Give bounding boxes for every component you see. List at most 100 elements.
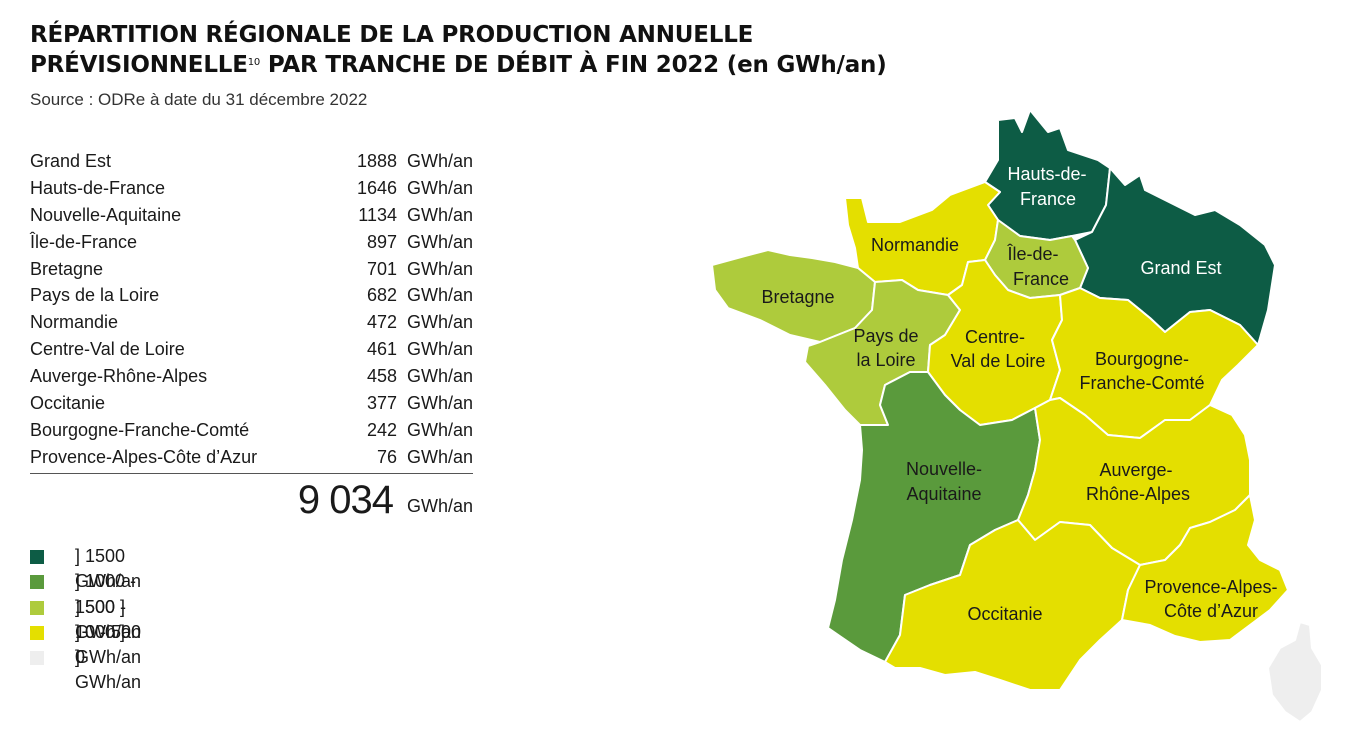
region-name: Île-de-France: [30, 231, 138, 252]
region-name: Centre-Val de Loire: [30, 339, 185, 360]
map-label-line: Bourgogne-: [1095, 349, 1189, 369]
region-name: Nouvelle-Aquitaine: [30, 204, 182, 225]
map-label-ile-de-france: Île-de- France: [1006, 244, 1069, 289]
legend-swatch: [30, 651, 44, 666]
map-label-centre-val-de-loire: Centre- Val de Loire: [951, 327, 1046, 371]
region-name: Pays de la Loire: [30, 285, 160, 306]
title-line2b: PAR TRANCHE DE DÉBIT À FIN 2022 (en GWh/…: [260, 52, 887, 78]
map-label-auvergne-rhone-alpes: Auverge- Rhône-Alpes: [1086, 460, 1190, 504]
table-row: Centre-Val de Loire 461 GWh/an: [30, 336, 473, 363]
unit-label: GWh/an: [406, 446, 473, 467]
region-value: 1134: [358, 204, 397, 225]
unit-label: GWh/an: [406, 419, 473, 440]
table-row: Hauts-de-France 1646 GWh/an: [30, 175, 473, 202]
total-unit: GWh/an: [406, 496, 473, 516]
title-line2a: PRÉVISIONNELLE: [30, 52, 248, 78]
table-row: Nouvelle-Aquitaine 1134 GWh/an: [30, 202, 473, 229]
legend-swatch: [30, 600, 44, 615]
map-label-grand-est: Grand Est: [1140, 258, 1221, 278]
map-label-line: France: [1020, 189, 1076, 209]
region-name: Provence-Alpes-Côte d’Azur: [30, 446, 258, 467]
unit-label: GWh/an: [406, 177, 473, 198]
legend-label: ] 1000 - 1500 ] GWh/an: [75, 571, 142, 642]
total-divider: [30, 473, 473, 474]
region-corse: [1267, 621, 1323, 723]
production-table: Grand Est 1888 GWh/an Hauts-de-France 1646 G…: [30, 148, 473, 471]
region-value: 377: [366, 393, 397, 414]
map-label-line: la Loire: [856, 350, 915, 370]
map-label-line: Aquitaine: [906, 484, 981, 504]
unit-label: GWh/an: [406, 285, 473, 306]
table-row: Pays de la Loire 682 GWh/an: [30, 282, 473, 309]
unit-label: GWh/an: [406, 366, 473, 387]
map-label-line: Côte d’Azur: [1164, 601, 1258, 621]
map-label-line: Centre-: [965, 327, 1025, 347]
table-row: Occitanie 377 GWh/an: [30, 390, 473, 417]
page-title: RÉPARTITION RÉGIONALE DE LA PRODUCTION A…: [30, 20, 887, 80]
region-value: 701: [366, 258, 397, 279]
map-label-line: Hauts-de-: [1007, 164, 1086, 184]
table-row: Grand Est 1888 GWh/an: [30, 148, 473, 175]
region-value: 1888: [356, 151, 397, 171]
map-label-pays-de-la-loire: Pays de la Loire: [853, 326, 918, 370]
region-value: 461: [366, 339, 397, 360]
map-label-line: Auverge-: [1099, 460, 1172, 480]
unit-label: GWh/an: [406, 204, 473, 225]
region-value: 76: [376, 446, 397, 467]
legend-label: 0: [75, 647, 86, 668]
map-label-line: Île-de-: [1006, 244, 1058, 264]
map-label-line: France: [1013, 269, 1069, 289]
source-note: Source : ODRe à date du 31 décembre 2022: [30, 90, 368, 109]
region-name: Grand Est: [30, 151, 112, 171]
map-label-hauts-de-france: Hauts-de- France: [1007, 164, 1086, 209]
region-value: 897: [366, 231, 397, 252]
region-value: 1646: [356, 177, 397, 198]
region-value: 682: [366, 285, 397, 306]
unit-label: GWh/an: [406, 312, 473, 333]
region-name: Normandie: [30, 312, 119, 333]
map-label-line: Provence-Alpes-: [1144, 577, 1277, 597]
total-row: 9 034 GWh/an: [30, 478, 473, 528]
map-label-normandie: Normandie: [871, 235, 959, 255]
region-value: 458: [366, 366, 397, 387]
region-bourgogne-franche-comte: [1049, 287, 1259, 439]
unit-label: GWh/an: [406, 258, 473, 279]
unit-label: GWh/an: [406, 393, 473, 414]
total-value: 9 034: [297, 478, 394, 522]
unit-label: GWh/an: [406, 339, 473, 360]
table-row: Auverge-Rhône-Alpes 458 GWh/an: [30, 363, 473, 390]
map-label-line: Rhône-Alpes: [1086, 484, 1190, 504]
map-labels: Hauts-de- France Grand Est Normandie Île-…: [761, 164, 1277, 624]
title-line1: RÉPARTITION RÉGIONALE DE LA PRODUCTION A…: [30, 22, 754, 48]
map-label-provence-alpes-cote-dazur: Provence-Alpes- Côte d’Azur: [1144, 577, 1277, 621]
map-label-bourgogne-franche-comte: Bourgogne- Franche-Comté: [1079, 349, 1204, 393]
table-row: Bretagne 701 GWh/an: [30, 256, 473, 283]
legend-label: ] 500 - 1000 ] GWh/an: [75, 596, 142, 668]
legend-label: ] 0 - 500 ] GWh/an: [75, 621, 142, 693]
region-value: 472: [366, 312, 397, 333]
table-row: Provence-Alpes-Côte d’Azur 76 GWh/an: [30, 444, 473, 471]
map-label-nouvelle-aquitaine: Nouvelle- Aquitaine: [906, 459, 982, 504]
region-value: 242: [366, 419, 397, 440]
region-occitanie: [884, 519, 1141, 691]
region-name: Bourgogne-Franche-Comté: [30, 419, 250, 440]
region-name: Hauts-de-France: [30, 177, 166, 198]
unit-label: GWh/an: [406, 231, 473, 252]
map-label-line: Val de Loire: [951, 351, 1046, 371]
region-name: Bretagne: [30, 258, 104, 279]
region-provence-alpes-cote-dazur: [1121, 494, 1289, 643]
table-row: Île-de-France 897 GWh/an: [30, 229, 473, 256]
map-label-line: Pays de: [853, 326, 918, 346]
map-label-occitanie: Occitanie: [967, 604, 1042, 624]
region-name: Occitanie: [30, 393, 106, 414]
unit-label: GWh/an: [406, 151, 473, 171]
legend-label: ] 1500 GWh/an: [75, 546, 142, 592]
map-label-line: Nouvelle-: [906, 459, 982, 479]
table-row: Normandie 472 GWh/an: [30, 309, 473, 336]
legend-swatch: [30, 550, 44, 564]
map-label-bretagne: Bretagne: [761, 287, 834, 307]
region-name: Auverge-Rhône-Alpes: [30, 366, 208, 387]
legend-swatch: [30, 575, 44, 590]
footnote-ref: 10: [247, 57, 261, 68]
